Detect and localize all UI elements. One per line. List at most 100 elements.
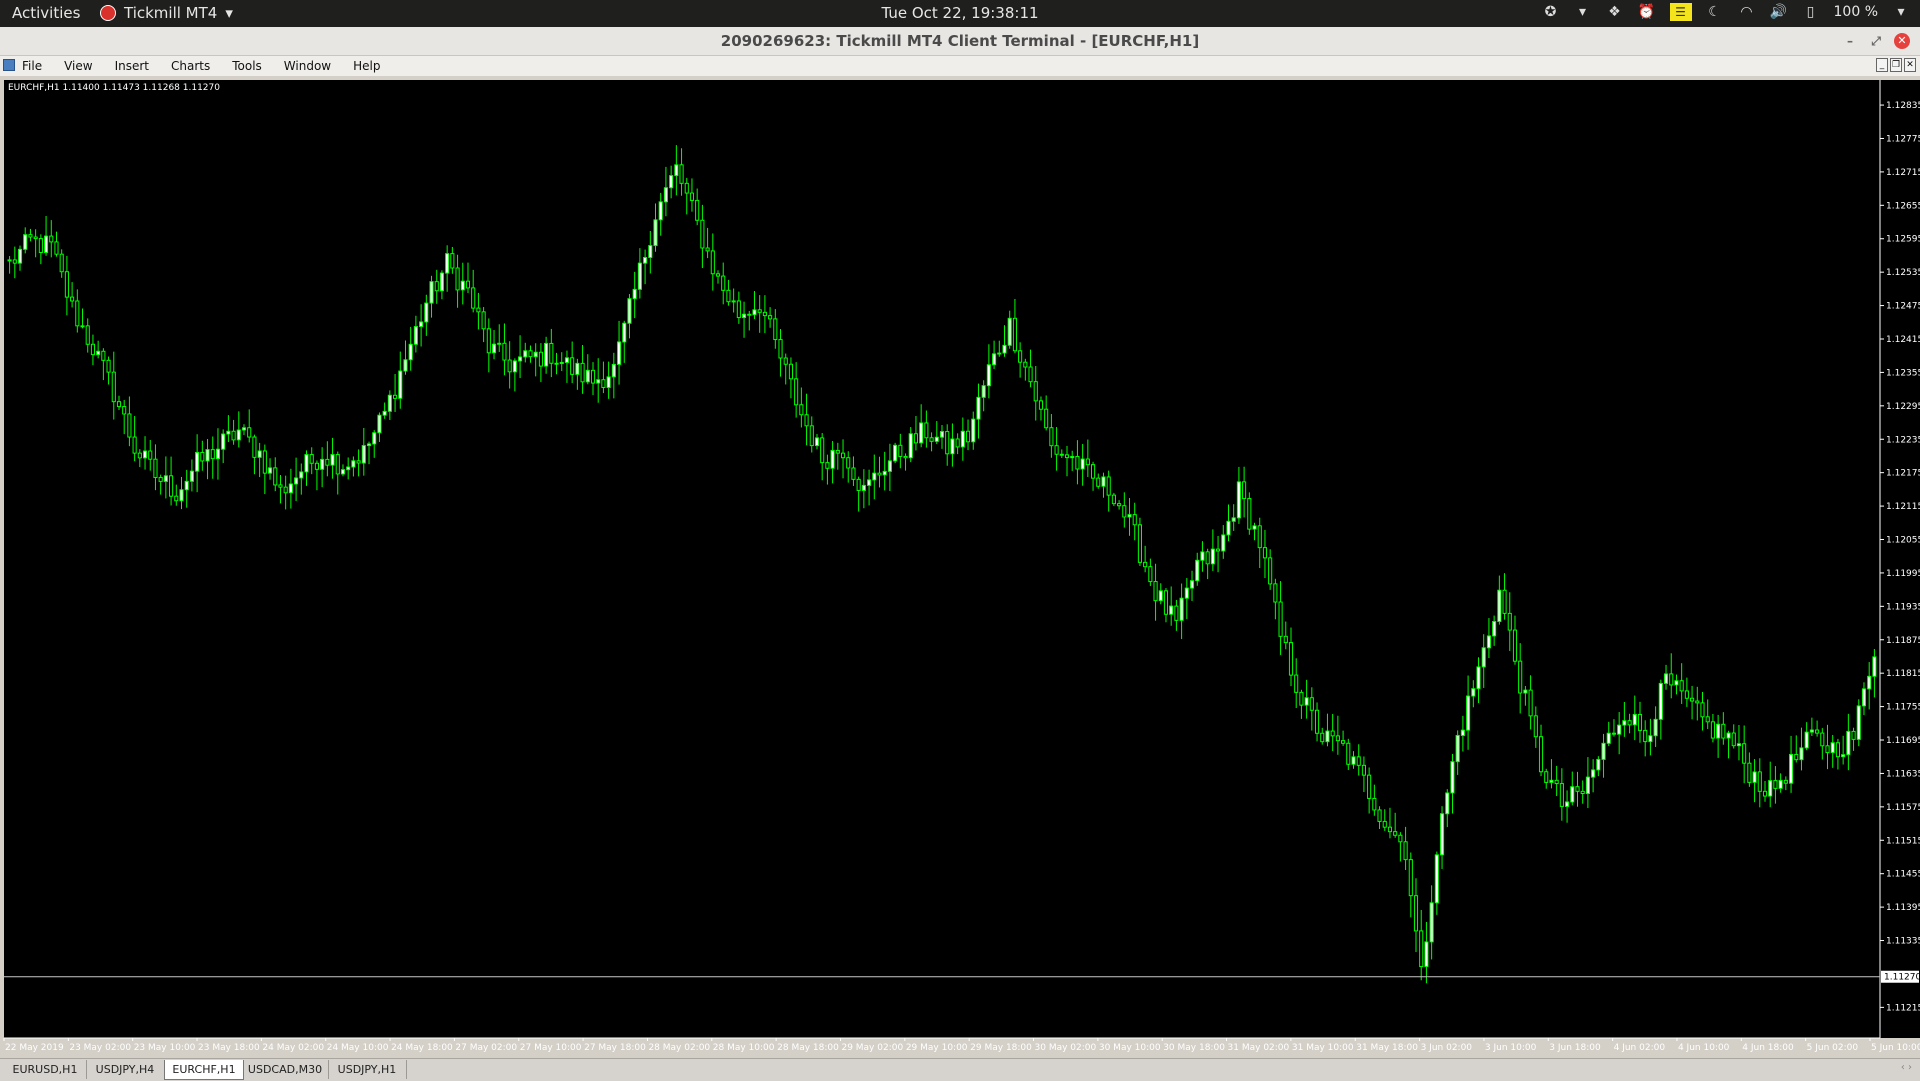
price-tick-label: 1.11215	[1886, 1003, 1920, 1013]
chart-canvas[interactable]	[4, 80, 1880, 1038]
candle-body	[1622, 720, 1627, 726]
menu-window[interactable]: Window	[283, 59, 332, 73]
candle-body	[299, 471, 304, 479]
candle-body	[241, 427, 247, 431]
menu-charts[interactable]: Charts	[171, 59, 211, 73]
minimize-icon[interactable]: –	[1847, 34, 1853, 48]
candle-body	[1611, 732, 1617, 735]
alarm-clock-icon[interactable]: ⏰	[1637, 4, 1656, 20]
accessibility-icon[interactable]: ✪	[1544, 4, 1557, 20]
candle-body	[497, 342, 502, 345]
tab-usdjpy-h1[interactable]: USDJPY,H1	[328, 1060, 407, 1079]
candle-body	[872, 472, 877, 481]
candle-body	[1424, 941, 1429, 968]
tab-usdjpy-h4[interactable]: USDJPY,H4	[86, 1060, 165, 1079]
menu-file[interactable]: File	[22, 59, 43, 73]
candle-body	[695, 199, 700, 221]
time-tick-label: 29 May 10:00	[906, 1043, 968, 1053]
candle-body	[340, 469, 346, 475]
app-menu[interactable]: Tickmill MT4 ▾	[100, 4, 233, 22]
chevron-down-icon[interactable]: ▾	[1579, 4, 1587, 20]
activities-button[interactable]: Activities	[12, 4, 81, 22]
candle-body	[413, 326, 418, 345]
candle-body	[1690, 697, 1695, 702]
candle-body	[101, 350, 106, 361]
candle-body	[549, 342, 554, 364]
candle-body	[533, 351, 538, 358]
candle-body	[1419, 930, 1424, 968]
battery-icon[interactable]: ▯	[1806, 4, 1815, 20]
candle-body	[174, 495, 179, 502]
candle-body	[1471, 688, 1476, 697]
candle-body	[1481, 647, 1486, 668]
candle-body	[778, 339, 783, 359]
menu-insert[interactable]: Insert	[114, 59, 149, 73]
candle-body	[1205, 551, 1210, 565]
candle-body	[1846, 730, 1851, 756]
candle-body	[544, 342, 549, 367]
candle-body	[455, 267, 460, 291]
volume-icon[interactable]: 🔊	[1769, 4, 1788, 20]
candle-body	[1486, 635, 1491, 649]
time-tick-label: 24 May 02:00	[262, 1043, 324, 1053]
menu-help[interactable]: Help	[353, 59, 381, 73]
candle-body	[1460, 729, 1465, 736]
candle-body	[1783, 779, 1788, 784]
price-chart[interactable]: 1.12835 1.12775 1.12715 1.12655 1.12595 1.125…	[0, 76, 1920, 1058]
candle-body	[627, 298, 632, 324]
night-light-icon[interactable]: ☾	[1708, 4, 1721, 20]
tab-eurchf-h1[interactable]: EURCHF,H1	[164, 1060, 244, 1080]
candle-body	[804, 414, 809, 427]
candle-body	[80, 325, 85, 328]
candle-body	[1721, 723, 1726, 739]
tab-scroll-arrows[interactable]: ‹ ›	[1900, 1062, 1912, 1073]
price-tick-label: 1.11455	[1886, 870, 1920, 880]
battery-percent[interactable]: 100 %	[1833, 4, 1878, 20]
candle-body	[1044, 408, 1049, 429]
candle-body	[1762, 790, 1768, 797]
candle-body	[663, 187, 668, 203]
candle-body	[939, 431, 945, 438]
candle-body	[1653, 718, 1658, 737]
candle-body	[814, 437, 820, 447]
time-tick-label: 23 May 10:00	[134, 1043, 196, 1053]
restore-icon[interactable]: ❐	[1890, 58, 1902, 72]
chevron-down-icon[interactable]: ▾	[1897, 4, 1905, 20]
dropbox-icon[interactable]: ❖	[1608, 4, 1621, 20]
sticky-notes-icon[interactable]: ☰	[1669, 3, 1692, 21]
candle-body	[434, 281, 439, 292]
candle-body	[163, 475, 168, 482]
time-tick-label: 27 May 02:00	[455, 1043, 517, 1053]
candle-body	[1346, 742, 1351, 765]
candle-body	[913, 433, 919, 444]
candle-body	[1700, 702, 1705, 718]
candle-body	[1617, 724, 1622, 735]
candle-body	[861, 484, 866, 491]
chart-window-icon[interactable]	[3, 59, 15, 71]
candle-body	[122, 406, 127, 415]
wifi-icon[interactable]: ◠	[1740, 4, 1753, 20]
restore-icon[interactable]: ⤢	[1871, 34, 1881, 48]
candle-body	[715, 273, 721, 277]
candle-body	[1809, 729, 1814, 733]
close-icon[interactable]: ✕	[1894, 33, 1910, 49]
candle-body	[1117, 503, 1122, 507]
candle-body	[1565, 801, 1570, 807]
candle-body	[1231, 517, 1236, 522]
minimize-icon[interactable]: _	[1876, 58, 1888, 72]
candle-body	[1596, 758, 1601, 771]
tab-eurusd-h1[interactable]: EURUSD,H1	[4, 1060, 87, 1079]
candle-body	[1294, 674, 1299, 693]
candle-body	[1591, 769, 1596, 778]
time-tick-label: 5 Jun 02:00	[1807, 1043, 1859, 1053]
tickmill-app-icon	[100, 5, 116, 21]
price-tick-label: 1.11755	[1886, 703, 1920, 713]
candle-body	[1815, 729, 1820, 734]
close-icon[interactable]: ✕	[1904, 58, 1916, 72]
candle-body	[606, 376, 611, 389]
menu-tools[interactable]: Tools	[232, 59, 262, 73]
candle-body	[1163, 590, 1169, 615]
tab-usdcad-m30[interactable]: USDCAD,M30	[242, 1060, 329, 1079]
candle-body	[919, 422, 924, 444]
menu-view[interactable]: View	[64, 59, 93, 73]
